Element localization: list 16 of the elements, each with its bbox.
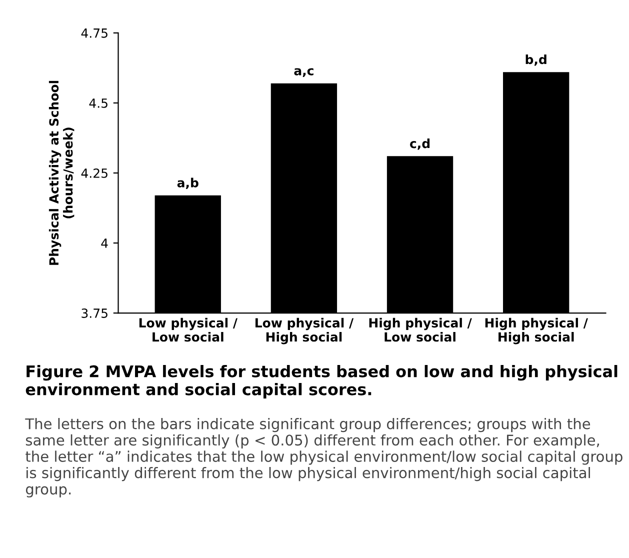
x-tick-label: Low physical / High social: [255, 318, 354, 344]
y-tick-label: 3.75: [82, 308, 108, 318]
x-tick-label: High physical / High social: [485, 318, 588, 344]
annotation: c,d: [410, 138, 430, 150]
annotation: a,c: [294, 68, 314, 77]
text: The letters on the bars indicate significant group differences; groups with the same letter are significantly (p < 0.05) different from each other. For example, the letter “a” indicates that the low physical environment/low social capital group is significantly different from the low physical environment/high social capital group.: [25, 418, 622, 498]
text: Figure 2 MVPA levels for students based on low and high physical environment and social capital scores.: [26, 365, 618, 398]
y-tick-label: 4.5: [89, 98, 108, 108]
y-tick-label: 4.25: [81, 168, 108, 178]
y-tick-label: 4.75: [81, 28, 108, 38]
x-tick-label: High physical / Low social: [369, 318, 472, 342]
annotation: a,b: [177, 178, 198, 190]
y-axis-title: Physical Activity at School (hours/week): [48, 80, 74, 265]
y-tick-label: 4: [101, 238, 108, 248]
annotation: b,d: [526, 54, 546, 66]
x-tick-label: Low physical / Low social: [139, 318, 238, 342]
